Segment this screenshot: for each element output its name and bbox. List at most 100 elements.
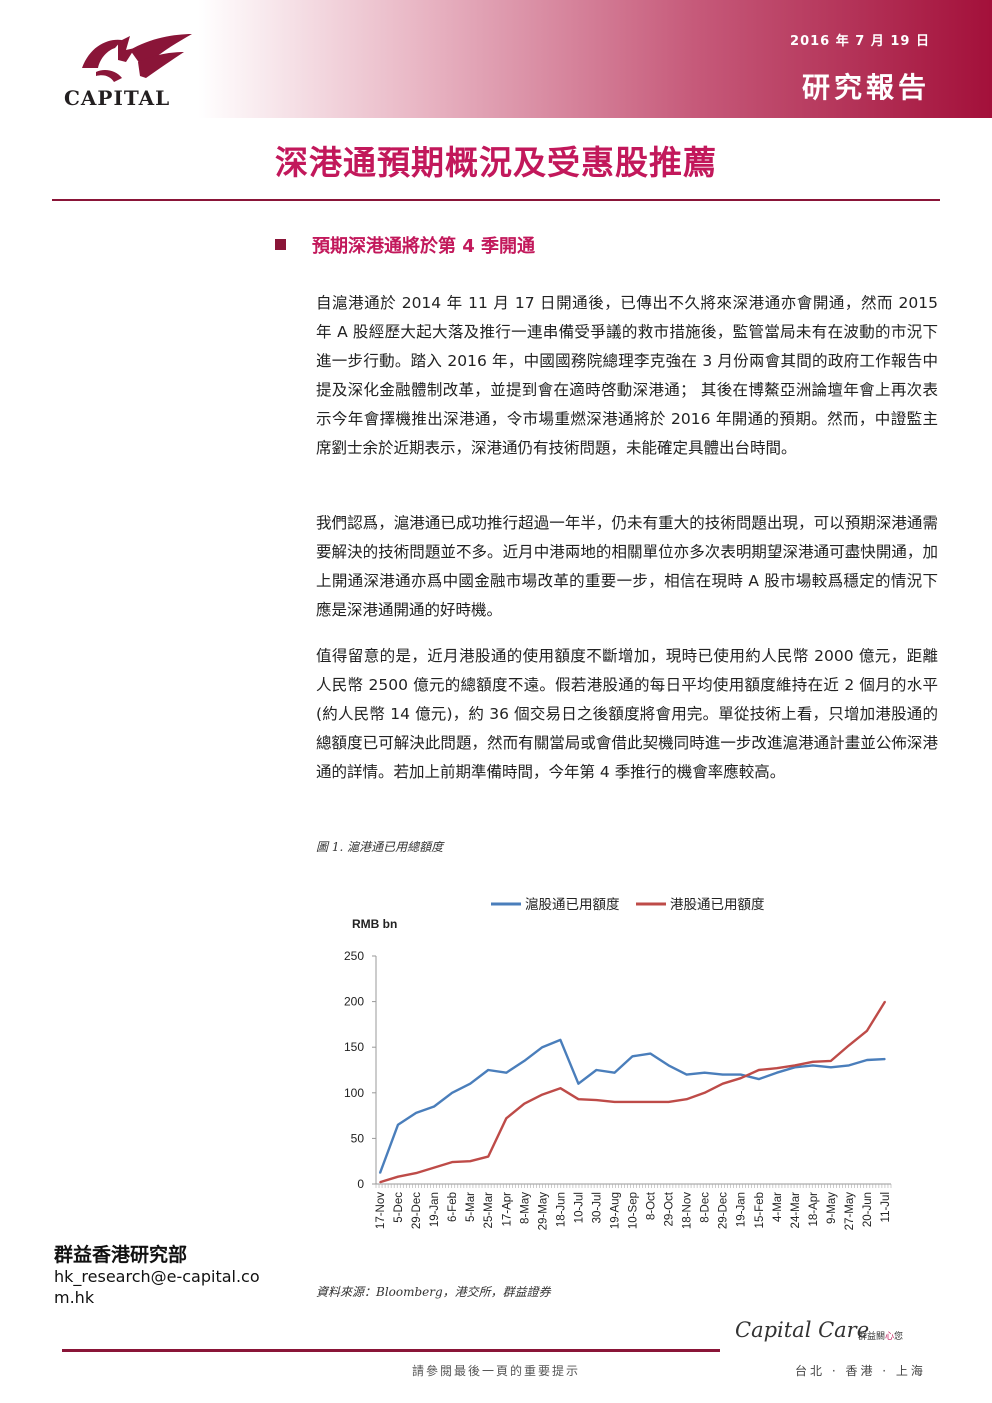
data-point	[469, 1160, 471, 1162]
data-point	[685, 1098, 688, 1100]
footer-cities: 台北 · 香港 · 上海	[795, 1364, 926, 1378]
x-tick-label: 19-Jan	[429, 1192, 441, 1227]
footer-note: 請參閱最後一頁的重要提示	[411, 1364, 580, 1378]
data-point	[721, 1073, 724, 1076]
data-point	[397, 1175, 399, 1178]
x-tick-label: 8-Oct	[646, 1191, 658, 1220]
data-point	[667, 1101, 670, 1103]
x-tick-label: 17-Apr	[501, 1192, 513, 1227]
data-point	[757, 1069, 760, 1071]
data-point	[703, 1092, 706, 1094]
x-tick-label: 11-Jul	[880, 1192, 892, 1222]
section-heading: 預期深港通將於第 4 季開通	[275, 232, 535, 258]
series-line-1	[378, 1038, 886, 1174]
data-point	[541, 1046, 544, 1048]
body-paragraph-1: 自滬港通於 2014 年 11 月 17 日開通後，已傳出不久將來深港通亦會開通…	[316, 294, 938, 457]
legend-label-1: 滬股通已用額度	[525, 897, 620, 912]
x-tick-label: 5-Mar	[465, 1192, 477, 1222]
data-point	[559, 1039, 562, 1041]
research-department: 群益香港研究部	[54, 1244, 188, 1266]
chart-svg: 0 50 100 150 200 250 RMB bn 17-Nov 5-Dec 29-Dec 19…	[344, 897, 892, 1231]
data-point	[757, 1078, 760, 1080]
data-point	[812, 1060, 814, 1063]
page-title: 深港通預期概況及受惠股推薦	[275, 143, 717, 182]
capital-logo-icon	[82, 34, 192, 82]
logo-wordmark: CAPITAL	[64, 86, 171, 110]
data-point	[884, 1000, 886, 1003]
data-point	[631, 1055, 634, 1058]
data-point	[884, 1058, 886, 1060]
x-tick-label: 19-Aug	[609, 1192, 621, 1229]
data-point	[433, 1166, 435, 1169]
data-point	[523, 1060, 526, 1062]
data-point	[848, 1064, 850, 1067]
title-divider	[52, 199, 940, 201]
data-point	[523, 1102, 526, 1105]
data-point	[451, 1092, 453, 1094]
data-point	[559, 1087, 562, 1090]
data-point	[487, 1069, 490, 1071]
contact-email[interactable]: hk_research@e-capital.com.hk	[54, 1267, 260, 1307]
data-point	[379, 1181, 381, 1183]
x-tick-label: 24-Mar	[790, 1192, 802, 1229]
data-point	[794, 1064, 796, 1067]
section-heading-text: 預期深港通將於第 4 季開通	[312, 236, 536, 257]
y-tick-label: 250	[344, 949, 364, 963]
y-tick-label: 50	[351, 1131, 365, 1145]
brand-tagline: 群益關心您	[858, 1329, 903, 1342]
data-point	[505, 1117, 508, 1120]
x-tick-label: 10-Jul	[573, 1192, 585, 1223]
data-point	[397, 1123, 399, 1126]
y-tick-label: 100	[344, 1086, 364, 1100]
data-point	[595, 1099, 598, 1101]
x-tick-label: 29-Dec	[718, 1192, 730, 1229]
x-tick-label: 29-May	[537, 1192, 549, 1231]
x-tick-label: 29-Oct	[664, 1191, 676, 1226]
source-note: 資料來源：Bloomberg，港交所，群益證券	[316, 1285, 551, 1299]
line-chart: 0 50 100 150 200 250 RMB bn 17-Nov 5-Dec 29-Dec 19…	[316, 870, 916, 1275]
data-point	[631, 1101, 634, 1103]
x-tick-label: 20-Jun	[862, 1192, 874, 1227]
data-point	[775, 1067, 778, 1069]
x-tick-label: 8-May	[519, 1192, 531, 1224]
data-point	[649, 1052, 652, 1055]
x-tick-label: 17-Nov	[375, 1192, 387, 1229]
x-tick-label: 15-Feb	[754, 1192, 766, 1228]
data-point	[703, 1071, 706, 1074]
report-date: 2016 年 7 月 19 日	[790, 34, 930, 49]
data-point	[487, 1155, 490, 1158]
footer-divider	[62, 1349, 720, 1352]
data-point	[866, 1029, 868, 1032]
brand-tagline-a: 群益關	[858, 1332, 886, 1342]
figure-caption: 圖 1. 滬港通已用總額度	[316, 840, 444, 854]
data-point	[649, 1101, 652, 1103]
data-point	[595, 1069, 598, 1071]
data-point	[739, 1077, 742, 1080]
body-paragraph-2: 我們認爲，滬港通已成功推行超過一年半，仍未有重大的技術問題出現，可以預期深港通需…	[316, 514, 938, 619]
data-point	[577, 1082, 580, 1085]
data-point	[613, 1101, 616, 1103]
x-tick-label: 19-Jan	[736, 1192, 748, 1227]
data-point	[415, 1112, 417, 1114]
data-point	[613, 1071, 616, 1074]
x-tick-label: 30-Jul	[591, 1192, 603, 1223]
x-tick-label: 18-Jun	[555, 1192, 567, 1227]
x-tick-label: 27-May	[844, 1192, 856, 1231]
data-point	[469, 1082, 471, 1085]
x-tick-label: 29-Dec	[411, 1192, 423, 1229]
data-point	[866, 1059, 868, 1061]
x-tick-label: 25-Mar	[483, 1192, 495, 1229]
bullet-square-icon	[275, 239, 286, 250]
data-point	[433, 1105, 435, 1108]
data-point	[794, 1066, 796, 1069]
legend-label-2: 港股通已用額度	[670, 897, 765, 912]
data-point	[830, 1066, 832, 1069]
x-tick-label: 9-May	[826, 1192, 838, 1224]
data-point	[830, 1060, 832, 1062]
data-point	[577, 1098, 580, 1100]
data-point	[505, 1071, 508, 1074]
y-tick-label: 200	[344, 995, 364, 1009]
brand-tagline-c: 您	[894, 1332, 904, 1342]
data-point	[415, 1172, 417, 1174]
x-tick-label: 5-Dec	[393, 1192, 405, 1223]
